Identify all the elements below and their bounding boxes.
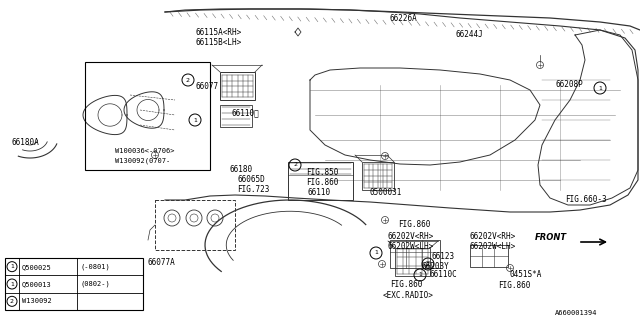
Text: 66202V<RH>: 66202V<RH> [470,232,516,241]
Text: 1: 1 [418,273,422,277]
Text: 66202V<RH>: 66202V<RH> [388,232,435,241]
Bar [470,245,508,267]
Text: 66110Ⅱ: 66110Ⅱ [232,108,260,117]
Text: 66110: 66110 [308,188,331,197]
Text: FIG.660-3: FIG.660-3 [565,195,607,204]
Text: 2: 2 [186,77,190,83]
Bar [390,240,440,268]
Bar [362,162,394,190]
Text: W100036<-0706>: W100036<-0706> [115,148,175,154]
Text: FIG.860: FIG.860 [390,280,422,289]
Text: A660001394: A660001394 [555,310,598,316]
Text: 66244J: 66244J [455,30,483,39]
Text: FIG.723: FIG.723 [237,185,269,194]
Text: W130092(0707-: W130092(0707- [115,158,170,164]
Text: 2: 2 [293,163,297,167]
Text: (-0801): (-0801) [80,263,109,270]
Text: 66180: 66180 [230,165,253,174]
Text: 66202W<LH>: 66202W<LH> [388,242,435,251]
Text: 66110C: 66110C [430,270,458,279]
Text: 0500031: 0500031 [370,188,403,197]
Text: FIG.860: FIG.860 [306,178,339,187]
Text: 66123: 66123 [432,252,455,261]
Text: 66077: 66077 [195,82,218,91]
Text: 66115B<LH>: 66115B<LH> [195,38,241,47]
Text: Q500013: Q500013 [22,281,52,287]
Text: 1: 1 [598,85,602,91]
Bar [395,248,430,276]
Bar [220,105,252,127]
Bar [288,162,353,200]
Text: 2: 2 [10,299,14,304]
Text: 66208P: 66208P [555,80,583,89]
Text: 66065D: 66065D [237,175,265,184]
Text: Q500025: Q500025 [22,264,52,270]
Text: 66180A: 66180A [12,138,40,147]
Text: 1: 1 [10,264,14,269]
Text: 66115A<RH>: 66115A<RH> [195,28,241,37]
Text: 66077A: 66077A [147,258,175,267]
Text: <EXC.RADIO>: <EXC.RADIO> [383,291,434,300]
Bar [85,62,210,170]
Bar [220,72,255,100]
Text: W130092: W130092 [22,298,52,304]
Text: 66226A: 66226A [390,14,418,23]
Text: (0802-): (0802-) [80,281,109,287]
Text: 66203Y: 66203Y [422,262,450,271]
Bar [5,258,143,310]
Text: FIG.860: FIG.860 [498,281,531,290]
Text: FIG.850: FIG.850 [306,168,339,177]
Text: FIG.860: FIG.860 [398,220,430,229]
Text: 66202W<LH>: 66202W<LH> [470,242,516,251]
Text: 1: 1 [374,251,378,255]
Text: 2: 2 [426,261,430,267]
Text: 1: 1 [193,117,197,123]
Text: 0451S*A: 0451S*A [510,270,542,279]
Text: 1: 1 [10,282,14,286]
Text: FRONT: FRONT [535,234,567,243]
Bar [155,200,235,250]
